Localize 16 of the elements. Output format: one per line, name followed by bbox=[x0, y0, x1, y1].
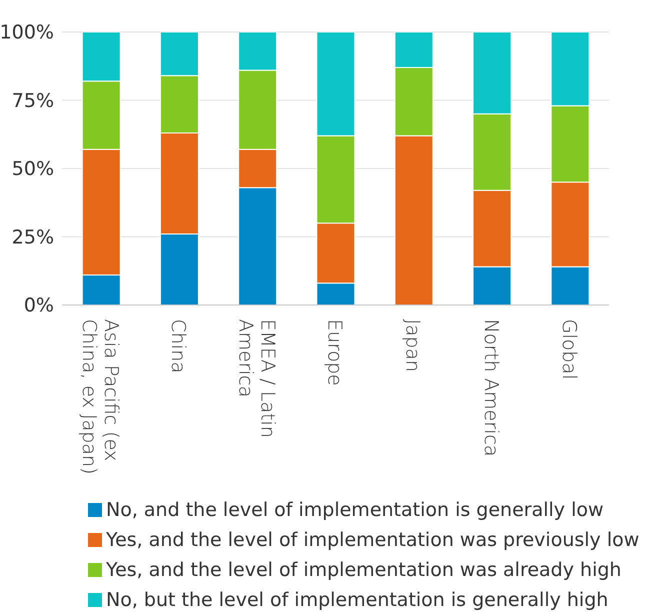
y-tick-label: 25% bbox=[12, 226, 54, 248]
x-tick-label: Global bbox=[558, 319, 580, 380]
x-tick-label: Japan bbox=[402, 319, 424, 372]
y-tick-label: 0% bbox=[24, 294, 54, 317]
legend-label: No, and the level of implementation is generally low bbox=[106, 498, 604, 523]
y-tick-label: 100% bbox=[0, 22, 54, 44]
y-tick-label: 75% bbox=[12, 90, 54, 112]
y-tick-label: 50% bbox=[12, 158, 54, 180]
legend-label: Yes, and the level of implementation was previously low bbox=[106, 528, 640, 553]
x-tick-label: EMEA / Latin America bbox=[234, 319, 278, 438]
x-tick-label: China bbox=[167, 319, 190, 374]
x-tick-label: North America bbox=[480, 319, 502, 457]
x-tick-label: Asia Pacific (ex China, ex Japan) bbox=[78, 319, 122, 474]
legend-label: No, but the level of implementation is generally high bbox=[106, 588, 608, 613]
x-tick-label: Europe bbox=[324, 319, 346, 386]
legend-label: Yes, and the level of implementation was already high bbox=[106, 558, 622, 583]
